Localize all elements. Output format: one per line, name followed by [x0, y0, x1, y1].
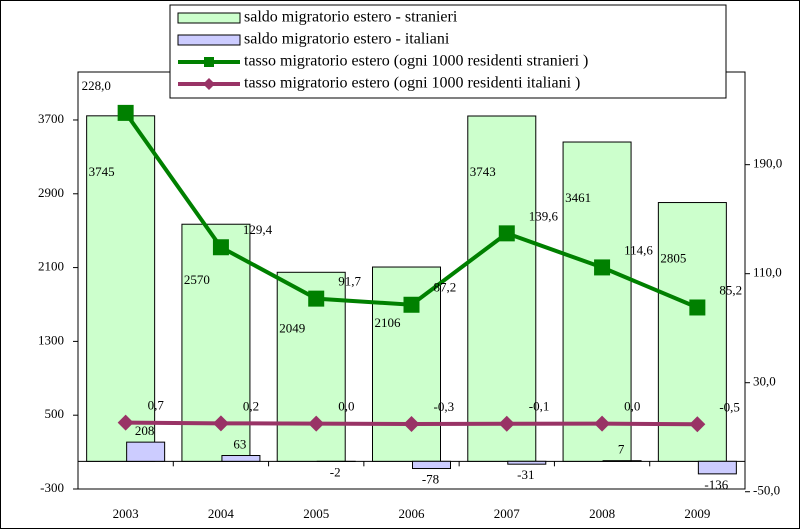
- line-value-label: -0,3: [434, 399, 455, 414]
- y-tick-label: -300: [40, 480, 64, 495]
- line-value-label: 91,7: [338, 274, 361, 289]
- x-tick-label: 2006: [399, 506, 426, 521]
- marker: [212, 415, 229, 432]
- marker: [117, 414, 134, 431]
- legend-box: [169, 4, 727, 99]
- y-tick-label: 2100: [38, 259, 64, 274]
- x-tick-label: 2007: [494, 506, 521, 521]
- line-value-label: -0,1: [529, 399, 550, 414]
- line-value-label: -0,5: [719, 399, 740, 414]
- marker: [117, 104, 134, 121]
- bar: [507, 460, 547, 465]
- y2-tick-label: 30,0: [753, 374, 776, 389]
- line-value-label: 0,7: [148, 398, 165, 413]
- line-value-label: 85,2: [719, 282, 742, 297]
- bar-value-label: 3743: [470, 164, 496, 179]
- bar-value-label: 2106: [375, 315, 402, 330]
- bar-value-label: -31: [517, 467, 534, 482]
- bar: [657, 202, 727, 462]
- bar: [86, 115, 156, 462]
- line-value-label: 228,0: [82, 78, 111, 93]
- y-tick-label: 500: [45, 406, 65, 421]
- y-tick-label: 1300: [38, 332, 64, 347]
- marker: [498, 415, 515, 432]
- y2-tick-label: 110,0: [753, 265, 782, 280]
- y2-tick-label: 190,0: [753, 156, 782, 171]
- marker: [498, 225, 515, 242]
- line-value-label: 0,0: [624, 399, 640, 414]
- bar-value-label: -78: [422, 472, 439, 487]
- x-tick-label: 2008: [589, 506, 615, 521]
- line-value-label: 139,6: [529, 208, 559, 223]
- marker: [308, 415, 325, 432]
- bar: [697, 460, 737, 475]
- bar-value-label: 2049: [279, 320, 305, 335]
- x-tick-label: 2005: [303, 506, 329, 521]
- legend-label: saldo migratorio estero - italiani: [244, 31, 450, 48]
- legend-label: tasso migratorio estero (ogni 1000 resid…: [244, 75, 580, 92]
- marker: [594, 415, 611, 432]
- bar-value-label: 3461: [565, 190, 591, 205]
- bar: [412, 460, 451, 470]
- bar-value-label: 2570: [184, 272, 210, 287]
- legend-swatch: [177, 12, 241, 24]
- bar: [221, 455, 261, 462]
- x-tick-label: 2003: [113, 506, 139, 521]
- bar-value-label: 63: [233, 436, 246, 451]
- x-tick-label: 2009: [684, 506, 710, 521]
- legend-label: saldo migratorio estero - stranieri: [244, 9, 458, 26]
- bar-value-label: 2805: [660, 251, 686, 266]
- bar-value-label: -136: [704, 477, 728, 492]
- marker: [403, 296, 420, 313]
- bar: [467, 115, 537, 462]
- legend-label: tasso migratorio estero (ogni 1000 resid…: [244, 53, 588, 70]
- bar: [126, 441, 166, 462]
- line-value-label: 0,0: [338, 399, 354, 414]
- y-tick-label: 2900: [38, 185, 64, 200]
- marker: [689, 416, 706, 433]
- line-value-label: 87,2: [434, 280, 457, 295]
- x-tick-label: 2004: [208, 506, 235, 521]
- bar-value-label: 208: [135, 423, 155, 438]
- marker: [308, 290, 325, 307]
- bar: [562, 141, 632, 462]
- legend-marker: [203, 78, 215, 90]
- bar-value-label: 7: [618, 442, 625, 457]
- bar: [372, 266, 441, 462]
- marker: [689, 299, 706, 316]
- legend-swatch: [177, 34, 241, 46]
- bar-value-label: -2: [330, 464, 341, 479]
- y-tick-label: 3700: [38, 111, 64, 126]
- marker: [212, 239, 229, 256]
- y2-tick-label: -50,0: [753, 483, 780, 498]
- line-value-label: 129,4: [243, 222, 273, 237]
- line-value-label: 114,6: [624, 242, 653, 257]
- line-value-label: 0,2: [243, 398, 259, 413]
- bar-value-label: 3745: [89, 164, 115, 179]
- marker: [403, 415, 420, 432]
- legend-marker: [204, 57, 214, 67]
- bar: [602, 460, 642, 462]
- marker: [594, 259, 611, 276]
